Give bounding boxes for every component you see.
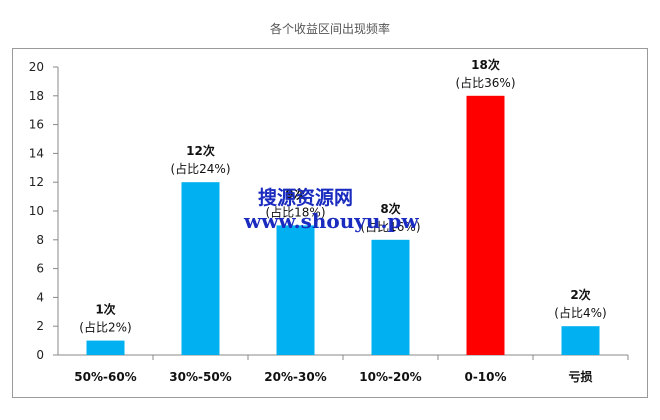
bar-count-label: 18次 [471,57,500,72]
bar-count-label: 8次 [380,201,400,216]
labels-layer: 50%-60% 1次 (占比2%) 30%-50% 12次 (占比24%) 20%-30% 9… [74,57,606,384]
axis-layer: 0 2 4 6 8 10 12 14 16 18 20 [29,60,629,362]
y-tick-label: 12 [29,175,44,189]
x-category-label: 0-10% [464,370,506,384]
y-tick-label: 6 [36,262,44,276]
bar-share-label: (占比24%) [170,161,230,176]
x-category-label: 20%-30% [264,370,326,384]
y-tick-label: 2 [36,319,44,333]
bars-layer [86,95,600,356]
y-tick-label: 18 [29,89,44,103]
y-tick-label: 10 [29,204,44,218]
x-category-label: 50%-60% [74,370,136,384]
bar-count-label: 12次 [186,143,215,158]
y-tick-label: 20 [29,60,44,74]
y-tick-label: 8 [36,233,44,247]
bar-count-label: 2次 [570,287,590,302]
y-tick-label: 16 [29,118,44,132]
x-category-label: 30%-50% [169,370,231,384]
bar [86,340,125,355]
watermark-chinese: 搜源资源网 [258,186,353,209]
bar-share-label: (占比36%) [455,75,515,90]
watermark-url: www.shouyu.pw [243,209,419,233]
bar-count-label: 9次 [285,186,305,201]
bar-count-label: 1次 [95,302,115,317]
y-tick-label: 0 [36,348,44,362]
bar [181,182,220,355]
bar [276,225,315,355]
y-tick-label: 4 [36,290,44,304]
bar-share-label: (占比18%) [265,204,325,219]
bar-share-label: (占比2%) [79,320,131,335]
x-category-label: 10%-20% [359,370,421,384]
bar-share-label: (占比4%) [554,305,606,320]
x-category-label: 亏损 [568,369,592,384]
bar [371,239,410,355]
y-tick-label: 14 [29,146,44,160]
bar [561,326,600,355]
chart-title: 各个收益区间出现频率 [269,22,390,36]
bar [466,95,505,356]
bar-share-label: (占比16%) [360,219,420,234]
watermark: 搜源资源网 www.shouyu.pw [243,186,419,233]
chart-frame [12,48,648,398]
